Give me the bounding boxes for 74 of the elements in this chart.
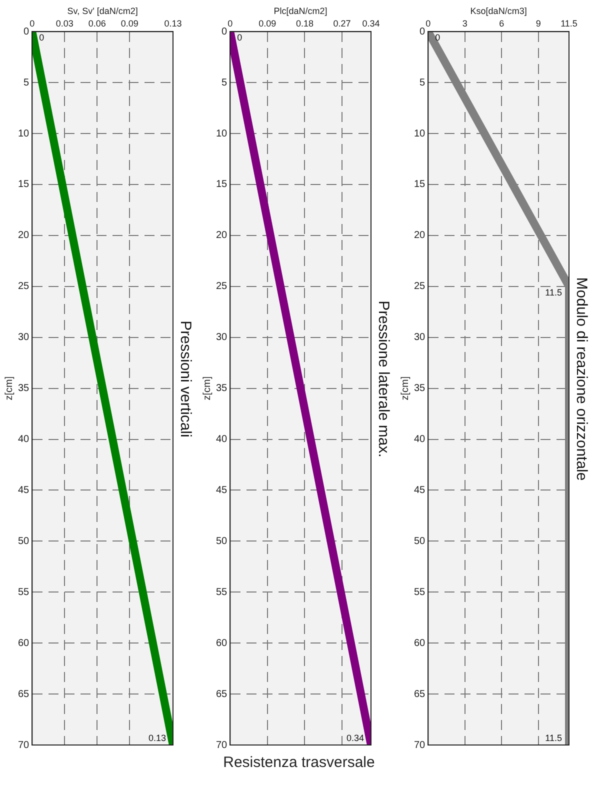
y-tick-label: 0 — [222, 26, 228, 38]
y-tick-label: 65 — [216, 688, 228, 700]
y-tick-label: 10 — [216, 128, 228, 140]
y-tick-label: 0 — [420, 26, 426, 38]
y-tick-label: 25 — [18, 281, 30, 292]
x-tick-label: 3 — [462, 18, 468, 29]
x-tick-label: 0.06 — [88, 18, 106, 29]
y-tick-label: 10 — [414, 128, 426, 140]
y-tick-label: 35 — [216, 383, 228, 394]
y-tick-label: 20 — [18, 230, 30, 242]
x-tick-label: 0.18 — [296, 18, 314, 29]
text: Pressione laterale max. — [374, 300, 392, 458]
y-tick-label: 70 — [414, 740, 426, 751]
y-tick-label: 60 — [414, 638, 426, 649]
y-tick-label: 35 — [414, 383, 426, 394]
y-tick-label: 65 — [414, 688, 426, 700]
annotation: 0.13 — [148, 732, 166, 743]
y-tick-label: 50 — [216, 536, 228, 547]
y-tick-label: 5 — [24, 77, 30, 88]
y-tick-label: 50 — [18, 536, 30, 547]
y-tick-label: 55 — [18, 586, 30, 598]
y-tick-label: 65 — [18, 688, 30, 700]
y-tick-label: 30 — [18, 332, 30, 344]
x-tick-label: 6 — [499, 18, 504, 29]
y-tick-label: 70 — [18, 740, 30, 751]
y-tick-label: 25 — [414, 281, 426, 292]
annotation: 0 — [237, 32, 242, 43]
y-tick-label: 0 — [24, 26, 30, 38]
y-tick-label: 70 — [216, 740, 228, 751]
y-axis-title: z[cm] — [202, 376, 213, 400]
annotation: 0 — [435, 32, 440, 43]
x-tick-label: 0.09 — [120, 18, 138, 29]
x-tick-label: 0.09 — [258, 18, 276, 29]
y-tick-label: 50 — [414, 536, 426, 547]
y-tick-label: 55 — [216, 586, 228, 598]
annotation: 11.5 — [545, 732, 562, 743]
y-tick-label: 40 — [18, 434, 30, 446]
y-tick-label: 45 — [18, 484, 30, 496]
y-tick-label: 40 — [216, 434, 228, 446]
text: Pressioni verticali — [176, 320, 194, 438]
x-axis-title: Sv, Sv' [daN/cm2] — [67, 6, 138, 16]
x-tick-label: 9 — [536, 18, 541, 29]
x-tick-label: 0.34 — [362, 18, 380, 29]
x-tick-label: 0.03 — [56, 18, 74, 29]
x-tick-label: 0.13 — [164, 18, 182, 29]
text: Modulo di reazione orizzontale — [572, 277, 590, 481]
y-tick-label: 40 — [414, 434, 426, 446]
y-tick-label: 20 — [216, 230, 228, 242]
y-tick-label: 45 — [216, 484, 228, 496]
y-tick-label: 55 — [414, 586, 426, 598]
x-tick-label: 11.5 — [560, 18, 578, 29]
y-tick-label: 25 — [216, 281, 228, 292]
y-tick-label: 60 — [216, 638, 228, 649]
y-tick-label: 45 — [414, 484, 426, 496]
y-tick-label: 30 — [414, 332, 426, 344]
y-tick-label: 15 — [18, 179, 30, 190]
annotation: 11.5 — [545, 287, 562, 298]
y-tick-label: 30 — [216, 332, 228, 344]
x-axis-title: Kso[daN/cm3] — [470, 6, 527, 16]
annotation: 0.34 — [346, 732, 364, 743]
y-tick-label: 15 — [414, 179, 426, 190]
y-tick-label: 5 — [222, 77, 228, 88]
annotation: 0 — [39, 32, 44, 43]
y-tick-label: 35 — [18, 383, 30, 394]
x-tick-label: 0.27 — [333, 18, 351, 29]
y-axis-title: z[cm] — [4, 376, 15, 400]
text: Resistenza trasversale — [223, 754, 375, 771]
y-axis-title: z[cm] — [400, 376, 411, 400]
y-tick-label: 10 — [18, 128, 30, 140]
y-tick-label: 20 — [414, 230, 426, 242]
y-tick-label: 15 — [216, 179, 228, 190]
x-axis-title: Plc[daN/cm2] — [274, 6, 328, 16]
y-tick-label: 5 — [420, 77, 426, 88]
y-tick-label: 60 — [18, 638, 30, 649]
